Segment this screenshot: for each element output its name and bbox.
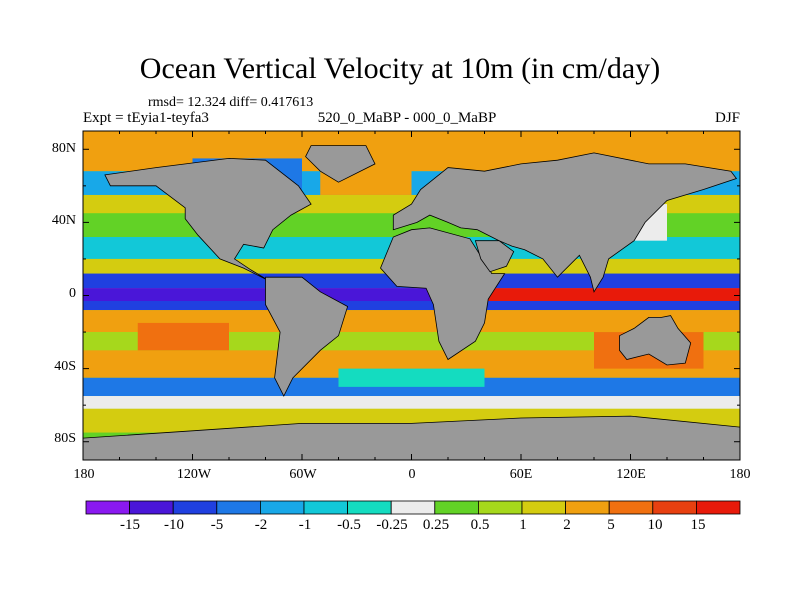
colorbar-swatch [565, 500, 610, 515]
colorbar-label: 1 [519, 517, 527, 533]
y-tick-label: 40S [54, 359, 76, 374]
colorbar-swatch [85, 500, 130, 515]
velocity-anomaly [338, 368, 485, 387]
colorbar-label: -2 [254, 517, 268, 533]
colorbar-label: -5 [210, 517, 224, 533]
x-tick-label: 120W [176, 467, 212, 482]
colorbar-swatch [172, 500, 218, 515]
x-tick-label: 120E [616, 467, 646, 482]
land-mass [265, 276, 349, 397]
colorbar-swatch [434, 500, 479, 515]
land-mass [380, 227, 506, 361]
velocity-anomaly [137, 322, 229, 351]
colorbar-swatch [477, 500, 523, 515]
colorbar-swatch [652, 500, 697, 515]
colorbar-label: 2 [563, 517, 571, 533]
colorbar-swatch [347, 500, 392, 515]
y-tick-label: 0 [69, 286, 76, 301]
land-mass [619, 315, 692, 366]
velocity-band [83, 310, 740, 333]
x-tick-label: 180 [729, 467, 751, 482]
map-layer [83, 131, 740, 460]
colorbar-swatch [521, 500, 566, 515]
y-tick-label: 80N [51, 141, 76, 156]
x-tick-label: 180 [73, 467, 95, 482]
velocity-anomaly [488, 288, 740, 301]
land-mass [474, 240, 515, 273]
colorbar-label: -1 [298, 517, 312, 533]
colorbar-label: 0.25 [422, 517, 450, 533]
chart-title: Ocean Vertical Velocity at 10m (in cm/da… [139, 52, 661, 85]
colorbar-swatch [696, 500, 741, 515]
colorbar-label: -15 [120, 517, 140, 533]
experiment-label: Expt = tEyia1-teyfa3 [83, 110, 209, 126]
season-label: DJF [714, 110, 740, 126]
velocity-band [83, 396, 740, 409]
colorbar-swatch [259, 500, 305, 515]
land-mass [392, 152, 738, 293]
colorbar-label: 10 [647, 517, 663, 533]
land-mass [305, 145, 376, 183]
colorbar-label: -10 [164, 517, 184, 533]
colorbar-label: -0.25 [376, 517, 408, 533]
x-tick-label: 60E [509, 467, 533, 482]
colorbar-swatch [216, 500, 261, 515]
stats-label: rmsd= 12.324 diff= 0.417613 [148, 95, 314, 110]
land-mass [83, 415, 740, 460]
velocity-band [83, 332, 740, 351]
colorbar-swatch [390, 500, 436, 515]
y-tick-label: 40N [51, 213, 76, 228]
colorbar-label: 0.5 [470, 517, 490, 533]
colorbar-label: 15 [690, 517, 706, 533]
x-tick-label: 60W [289, 467, 317, 482]
x-tick-label: 0 [408, 467, 416, 482]
velocity-band [83, 299, 740, 311]
land-mass [104, 157, 312, 282]
colorbar-swatch [129, 500, 174, 515]
colorbar-label: 5 [607, 517, 615, 533]
colorbar-swatch [608, 500, 654, 515]
y-tick-label: 80S [54, 431, 76, 446]
colorbar-label: -0.5 [337, 517, 361, 533]
period-label: 520_0_MaBP - 000_0_MaBP [317, 110, 497, 126]
colorbar-swatch [303, 500, 348, 515]
